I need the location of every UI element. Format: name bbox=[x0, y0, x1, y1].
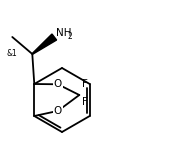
Text: O: O bbox=[54, 106, 62, 116]
Text: O: O bbox=[54, 79, 62, 89]
Text: F: F bbox=[82, 79, 88, 89]
Polygon shape bbox=[32, 34, 57, 54]
Text: 2: 2 bbox=[67, 32, 72, 41]
Text: &1: &1 bbox=[7, 49, 17, 58]
Text: NH: NH bbox=[56, 28, 72, 38]
Text: F: F bbox=[82, 97, 88, 107]
